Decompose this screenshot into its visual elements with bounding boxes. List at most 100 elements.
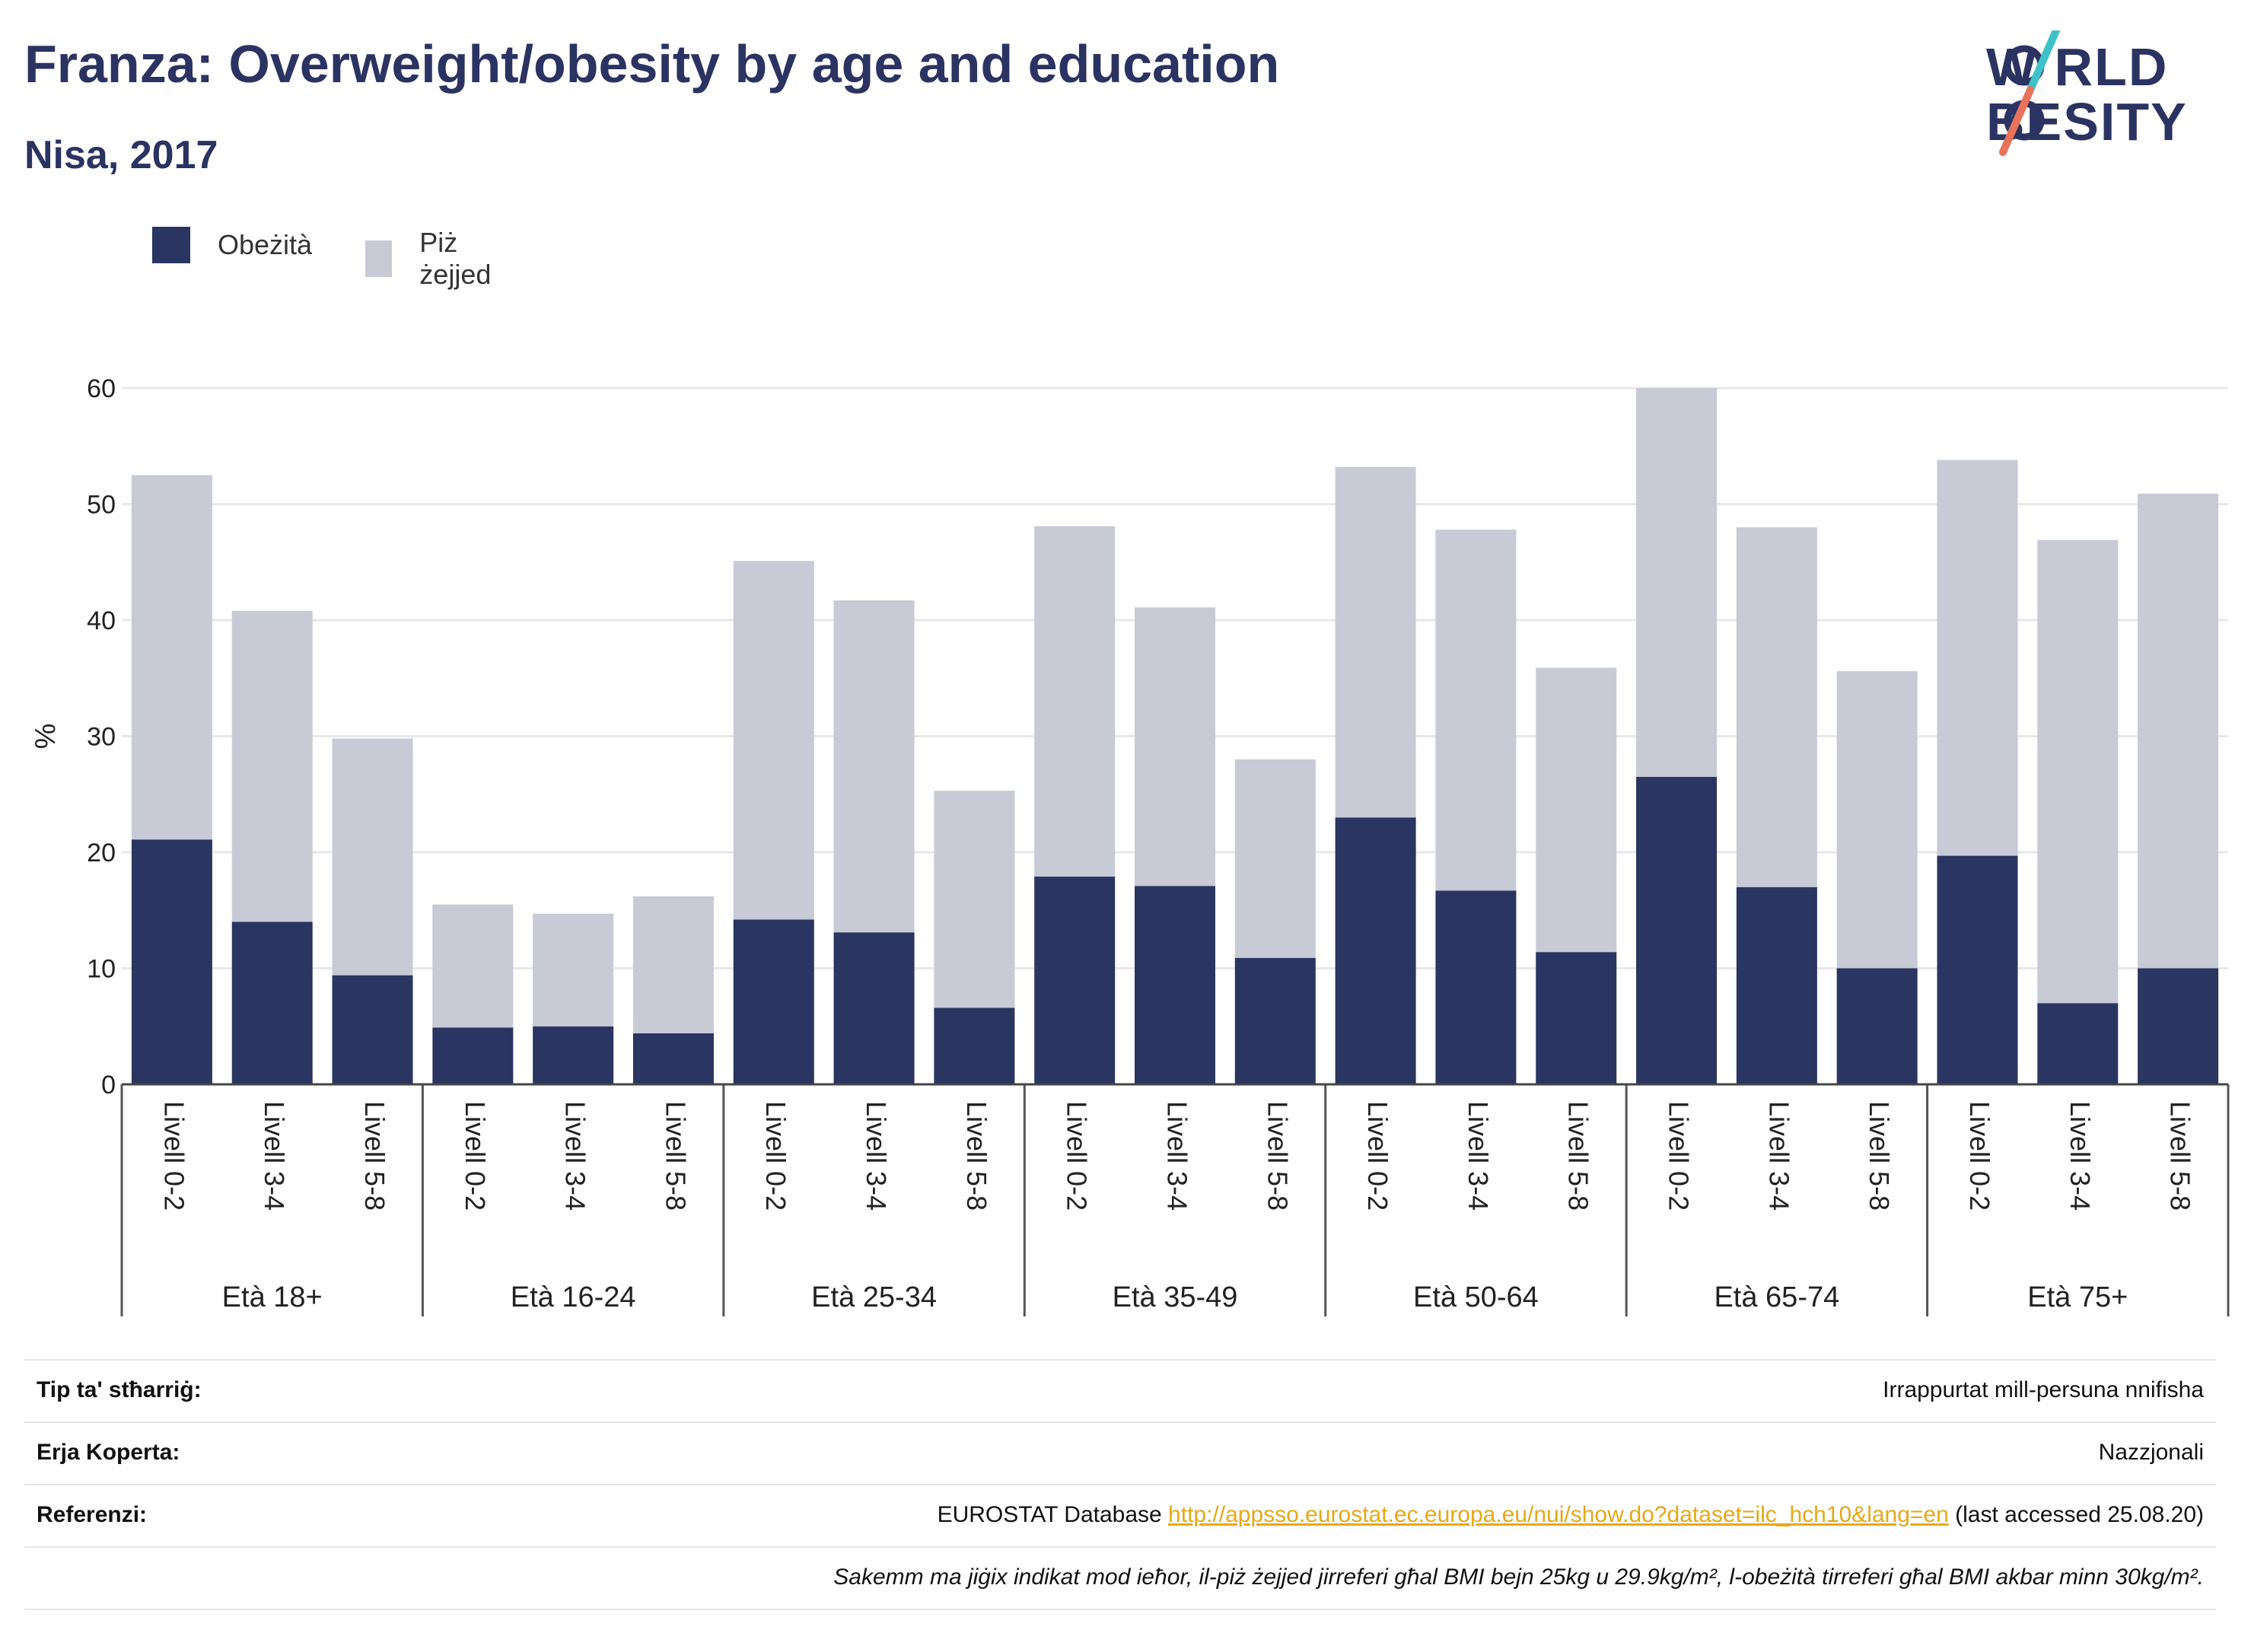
y-axis-label: %	[30, 724, 62, 750]
bar-obesity	[1034, 877, 1116, 1084]
x-tick-label: Livell 0-2	[1062, 1101, 1093, 1211]
bar-overweight	[231, 610, 313, 922]
bar-obesity	[1234, 957, 1316, 1084]
x-tick-label: Livell 3-4	[2065, 1101, 2096, 1211]
bar-obesity	[1536, 952, 1617, 1084]
group-label: Età 16-24	[511, 1281, 636, 1313]
y-tick-label: 30	[87, 723, 116, 752]
bar-obesity	[1736, 886, 1817, 1084]
bar-overweight	[131, 475, 212, 840]
bar-obesity	[1636, 776, 1718, 1084]
legend-label-obesity: Obeżità	[218, 229, 313, 260]
info-key-survey-type: Tip ta' stħarriġ:	[37, 1377, 202, 1402]
legend-label-overweight: Piż żejjed	[419, 227, 492, 290]
chart-title: Franza: Overweight/obesity by age and ed…	[24, 34, 1280, 94]
legend-swatch-obesity	[152, 227, 190, 263]
info-key-references: Referenzi:	[37, 1502, 148, 1527]
x-tick-label: Livell 5-8	[1563, 1101, 1594, 1211]
group-label: Età 65-74	[1714, 1281, 1839, 1313]
group-label: Età 75+	[2027, 1281, 2128, 1313]
info-table: Tip ta' stħarriġ: Irrappurtat mill-persu…	[24, 1359, 2216, 1610]
x-tick-label: Livell 0-2	[760, 1101, 791, 1211]
info-value-survey-type: Irrappurtat mill-persuna nnifisha	[1883, 1377, 2204, 1402]
bar-obesity	[1836, 968, 1918, 1084]
bar-overweight	[2138, 493, 2219, 969]
info-value-area: Nazzjonali	[2098, 1440, 2204, 1465]
x-tick-label: Livell 5-8	[359, 1101, 390, 1211]
bar-obesity	[332, 975, 413, 1084]
y-tick-label: 60	[87, 374, 116, 403]
bar-overweight	[1536, 667, 1617, 953]
bar-overweight	[934, 791, 1015, 1008]
y-tick-label: 50	[87, 491, 116, 520]
x-tick-label: Livell 0-2	[1964, 1101, 1995, 1211]
bar-obesity	[733, 919, 814, 1084]
bar-obesity	[1937, 855, 2018, 1084]
x-tick-label: Livell 3-4	[560, 1101, 591, 1211]
x-tick-label: Livell 5-8	[1262, 1101, 1293, 1211]
world-obesity-logo: W RLD BESITY	[1986, 30, 2237, 160]
group-label: Età 35-49	[1113, 1281, 1238, 1313]
reference-suffix: (last accessed 25.08.20)	[1948, 1502, 2204, 1527]
stacked-bar-chart: 0 10 20 30 40 50 60% Livell 0-2 Livell 3-4 Livell…	[30, 374, 2230, 1316]
x-tick-label: Livell 3-4	[1161, 1101, 1192, 1211]
bar-obesity	[934, 1007, 1015, 1084]
bar-overweight	[1836, 671, 1918, 969]
x-tick-label: Livell 3-4	[861, 1101, 892, 1211]
x-tick-label: Livell 3-4	[1763, 1101, 1794, 1211]
bar-obesity	[432, 1027, 514, 1084]
bar-overweight	[833, 600, 915, 933]
bar-overweight	[1234, 759, 1316, 958]
bar-obesity	[1135, 886, 1215, 1084]
x-tick-label: Livell 0-2	[1664, 1101, 1695, 1211]
x-tick-label: Livell 3-4	[1463, 1101, 1494, 1211]
bar-overweight	[432, 904, 514, 1028]
group-label: Età 25-34	[811, 1281, 937, 1313]
bar-obesity	[533, 1026, 614, 1084]
bar-overweight	[1335, 466, 1416, 818]
chart-subtitle: Nisa, 2017	[24, 133, 218, 177]
group-label: Età 50-64	[1413, 1281, 1539, 1313]
bar-obesity	[1335, 817, 1416, 1084]
group-label: Età 18+	[222, 1281, 323, 1313]
bar-obesity	[131, 839, 212, 1084]
y-tick-label: 40	[87, 606, 116, 635]
logo-slash-icon	[1999, 30, 2060, 156]
info-row-area: Erja Koperta: Nazzjonali	[24, 1423, 2216, 1485]
bar-obesity	[2037, 1003, 2119, 1084]
bar-obesity	[833, 932, 915, 1084]
legend-swatch-overweight	[365, 240, 393, 277]
bar-obesity	[632, 1033, 714, 1084]
reference-prefix: EUROSTAT Database	[937, 1502, 1169, 1527]
info-key-area: Erja Koperta:	[37, 1440, 180, 1465]
bar-obesity	[231, 921, 313, 1084]
bar-overweight	[1034, 526, 1116, 877]
bar-obesity	[1435, 890, 1517, 1084]
x-tick-label: Livell 0-2	[158, 1101, 189, 1211]
bar-overweight	[1135, 607, 1215, 886]
definition-note: Sakemm ma jiġix indikat mod ieħor, il-pi…	[833, 1564, 2204, 1590]
x-tick-label: Livell 0-2	[460, 1101, 491, 1211]
bar-overweight	[1736, 527, 1817, 887]
bar-overweight	[1636, 388, 1718, 777]
reference-link[interactable]: http://appsso.eurostat.ec.europa.eu/nui/…	[1168, 1502, 1949, 1527]
info-row-references: Referenzi: EUROSTAT Database http://apps…	[24, 1485, 2216, 1548]
x-tick-label: Livell 0-2	[1362, 1101, 1393, 1211]
y-tick-label: 10	[87, 955, 116, 984]
bar-overweight	[1435, 530, 1517, 891]
legend-item-obesity: Obeżità	[152, 227, 312, 263]
info-value-references: EUROSTAT Database http://appsso.eurostat…	[938, 1502, 2204, 1528]
x-tick-label: Livell 5-8	[1864, 1101, 1895, 1211]
y-tick-label: 20	[87, 839, 116, 867]
x-tick-label: Livell 5-8	[2165, 1101, 2196, 1211]
bar-overweight	[332, 738, 413, 976]
bar-overweight	[1937, 460, 2018, 856]
info-row-note: Sakemm ma jiġix indikat mod ieħor, il-pi…	[24, 1548, 2216, 1610]
bar-overweight	[733, 561, 814, 920]
bar-overweight	[2037, 540, 2119, 1004]
bar-obesity	[2138, 968, 2219, 1084]
bar-overweight	[533, 913, 614, 1027]
y-tick-label: 0	[101, 1071, 116, 1100]
bar-overweight	[632, 896, 714, 1033]
info-row-survey-type: Tip ta' stħarriġ: Irrappurtat mill-persu…	[24, 1361, 2216, 1423]
